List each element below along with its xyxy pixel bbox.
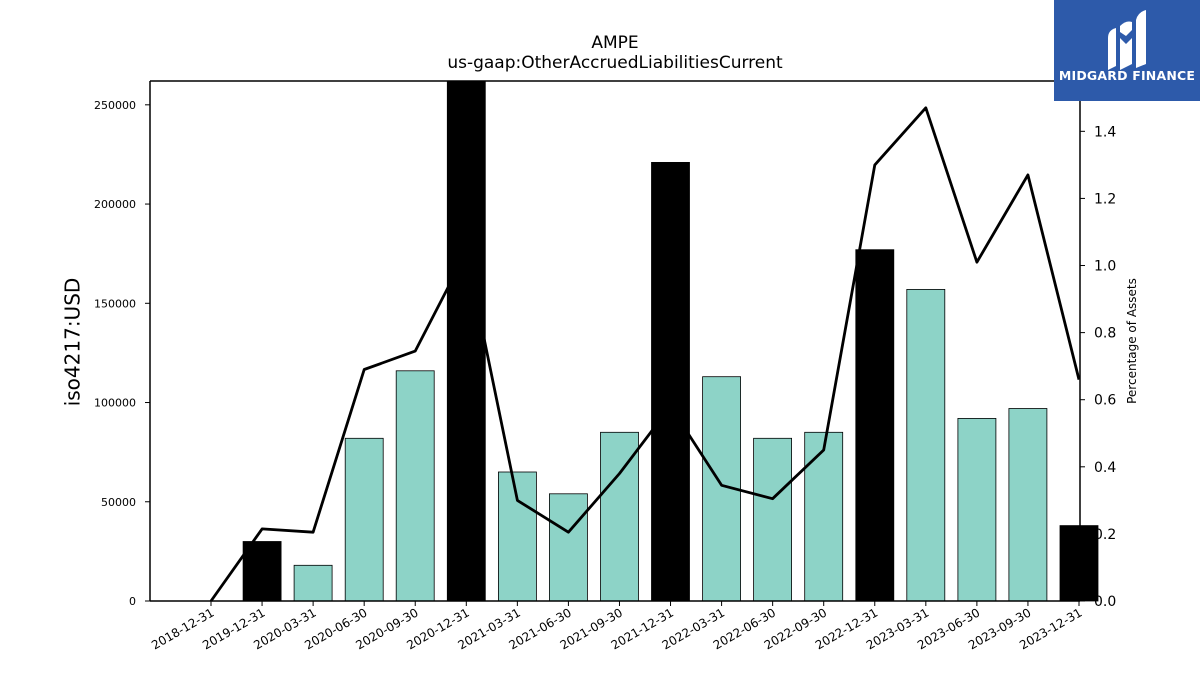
y-tick-label-left: 250000 [94,99,136,112]
bar [958,418,996,601]
y-tick-label-left: 100000 [94,397,136,410]
y-tick-label-left: 0 [129,595,136,608]
y-tick-label-right: 0.2 [1094,527,1116,543]
y-tick-label-right: 0.0 [1094,594,1116,610]
bar [805,432,843,601]
chart-title: AMPE [0,33,1200,53]
bar [754,438,792,601]
bar [1060,526,1098,601]
brand-name: MIDGARD FINANCE [1054,68,1200,83]
y-tick-label-right: 0.8 [1094,326,1116,342]
bar [549,494,587,601]
chart-subtitle: us-gaap:OtherAccruedLiabilitiesCurrent [0,53,1200,73]
bar [652,162,690,601]
right-y-tick-labels: 0.0 0.2 0.4 0.6 0.8 1.0 1.2 1.4 [1094,124,1116,610]
bar [498,472,536,601]
bar [907,289,945,601]
y-axis-label-right: Percentage of Assets [1125,278,1139,404]
brand-logo: MIDGARD FINANCE [1054,0,1200,101]
y-tick-label-right: 0.6 [1094,393,1116,409]
chart-canvas: 2018-12-312019-12-312020-03-312020-06-30… [0,0,1200,675]
bar [447,81,485,601]
x-tick-labels: 2018-12-312019-12-312020-03-312020-06-30… [149,605,1084,652]
bar [345,438,383,601]
bar [243,542,281,602]
bar [396,371,434,601]
bar [1009,409,1047,602]
bar [294,565,332,601]
y-tick-label-right: 0.4 [1094,460,1116,476]
y-tick-label-right: 1.4 [1094,124,1116,140]
bar-series [243,81,1098,601]
y-tick-label-left: 150000 [94,297,136,310]
y-tick-label-left: 50000 [101,496,136,509]
y-tick-label-right: 1.0 [1094,259,1116,275]
percentage-line [211,108,1079,601]
y-tick-label-left: 200000 [94,198,136,211]
y-axis-label-left: iso4217:USD [60,278,84,407]
midgard-logo-icon [1104,8,1150,70]
y-tick-label-right: 1.2 [1094,191,1116,207]
bar [856,250,894,601]
left-y-tick-labels: 0 50000 100000 150000 200000 250000 [94,99,136,608]
line-series [211,108,1079,601]
